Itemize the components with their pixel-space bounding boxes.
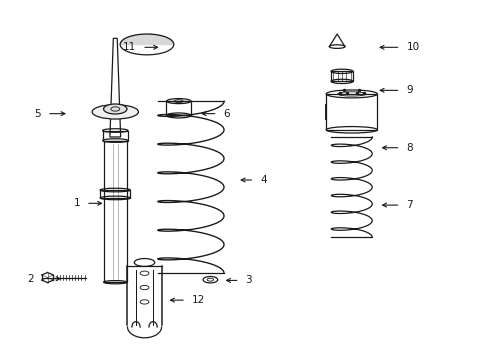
Polygon shape: [120, 34, 173, 44]
Text: 2: 2: [27, 274, 34, 284]
Ellipse shape: [103, 104, 127, 114]
Text: 5: 5: [35, 109, 41, 119]
Text: 8: 8: [406, 143, 412, 153]
Text: 1: 1: [73, 198, 80, 208]
Text: 11: 11: [123, 42, 136, 52]
Text: 9: 9: [406, 85, 412, 95]
Ellipse shape: [92, 105, 138, 119]
Text: 7: 7: [406, 200, 412, 210]
Text: 3: 3: [245, 275, 252, 285]
Text: 12: 12: [191, 295, 204, 305]
Text: 4: 4: [260, 175, 266, 185]
Text: 10: 10: [406, 42, 419, 52]
Text: 6: 6: [223, 109, 230, 119]
